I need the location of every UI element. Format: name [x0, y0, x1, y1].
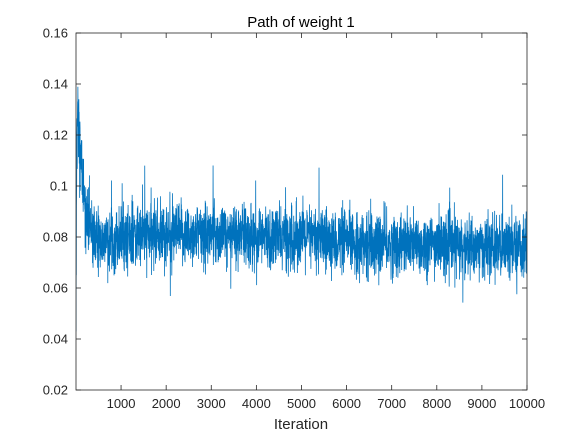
x-tick-label: 3000 [197, 396, 226, 411]
y-axis-ticks: 0.02 0.04 0.06 0.08 0.1 0.12 0.14 0.16 [43, 26, 527, 398]
x-tick-label: 7000 [377, 396, 406, 411]
x-axis-label: Iteration [274, 416, 328, 433]
x-tick-label: 2000 [152, 396, 181, 411]
chart-title: Path of weight 1 [247, 14, 355, 31]
y-tick-label: 0.02 [43, 383, 68, 398]
x-tick-label: 6000 [332, 396, 361, 411]
x-axis-ticks: 1000 2000 3000 4000 5000 6000 7000 8000 9000 1000… [107, 33, 545, 411]
x-tick-label: 1000 [107, 396, 136, 411]
x-tick-label: 4000 [242, 396, 271, 411]
y-tick-label: 0.14 [43, 77, 68, 92]
x-tick-label: 8000 [422, 396, 451, 411]
y-tick-label: 0.06 [43, 281, 68, 296]
series-line-weight-1 [76, 86, 527, 332]
x-tick-label: 9000 [467, 396, 496, 411]
x-tick-label: 5000 [287, 396, 316, 411]
y-tick-label: 0.16 [43, 26, 68, 41]
plot-area: 1000 2000 3000 4000 5000 6000 7000 8000 9000 1000… [43, 26, 545, 412]
x-tick-label: 10000 [509, 396, 545, 411]
y-tick-label: 0.1 [50, 179, 68, 194]
y-tick-label: 0.08 [43, 230, 68, 245]
y-tick-label: 0.04 [43, 332, 68, 347]
y-tick-label: 0.12 [43, 128, 68, 143]
